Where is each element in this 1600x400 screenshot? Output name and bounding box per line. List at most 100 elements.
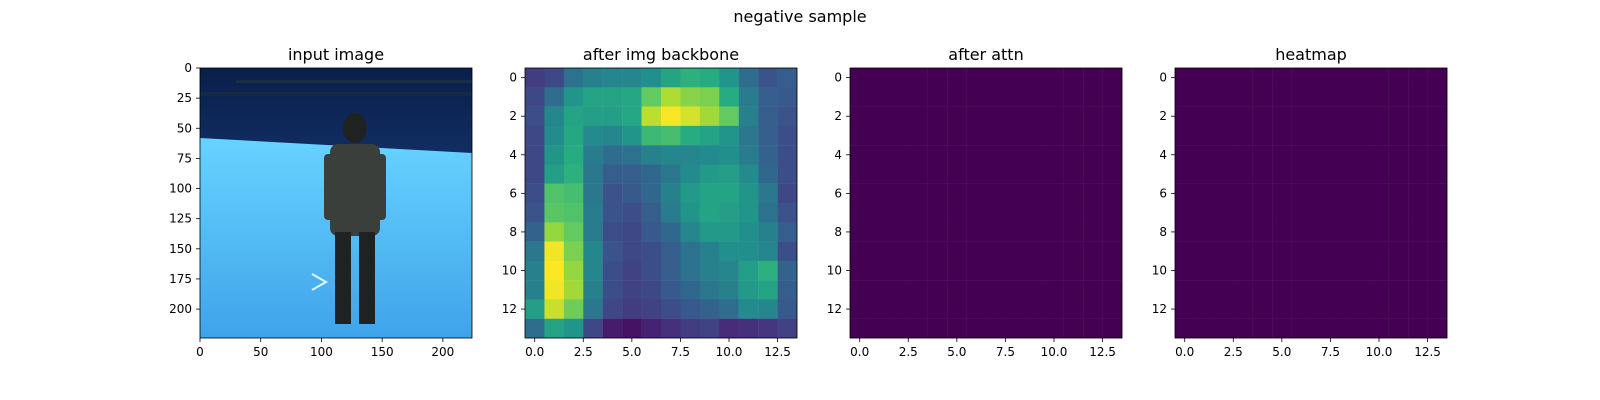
- heatmap-cell: [583, 183, 603, 204]
- heatmap-cell: [1349, 125, 1370, 146]
- heatmap-cell: [850, 183, 870, 204]
- heatmap-cell: [641, 145, 662, 165]
- heatmap-cell: [525, 106, 545, 127]
- heatmap-cell: [699, 203, 720, 223]
- heatmap-cell: [908, 183, 928, 204]
- panel-title: input image: [288, 45, 384, 64]
- heatmap-cell: [1102, 106, 1123, 127]
- heatmap-cell: [583, 241, 603, 262]
- y-tick-label: 8: [834, 225, 842, 239]
- heatmap-cell: [1044, 203, 1064, 223]
- heatmap-cell: [583, 145, 603, 165]
- heatmap-cell: [869, 280, 890, 300]
- heatmap-cell: [680, 318, 701, 339]
- y-tick-label: 12: [502, 302, 517, 316]
- heatmap-cell: [1194, 203, 1215, 223]
- heatmap-cell: [869, 203, 890, 223]
- heatmap-cell: [583, 299, 603, 319]
- x-tick-label: 200: [431, 345, 454, 359]
- heatmap-cell: [1408, 183, 1428, 204]
- heatmap-cell: [1233, 183, 1253, 204]
- heatmap-cell: [583, 280, 603, 300]
- heatmap-cell: [1044, 222, 1064, 242]
- heatmap-cell: [966, 241, 987, 262]
- heatmap-cell: [1272, 145, 1292, 165]
- heatmap-cell: [888, 299, 909, 319]
- heatmap-cell: [1252, 260, 1273, 281]
- image-person-head: [343, 113, 367, 143]
- heatmap-cell: [1369, 203, 1389, 223]
- heatmap-cell: [1330, 87, 1351, 107]
- heatmap-cell: [1194, 280, 1215, 300]
- heatmap-cell: [1063, 280, 1084, 300]
- heatmap-cell: [1272, 87, 1292, 107]
- x-tick-label: 0.0: [1175, 345, 1194, 359]
- y-tick-label: 8: [509, 225, 517, 239]
- heatmap-cell: [1005, 164, 1026, 184]
- y-tick-label: 75: [177, 151, 192, 165]
- heatmap-cell: [680, 87, 701, 107]
- heatmap-cell: [738, 222, 759, 242]
- heatmap-cell: [544, 203, 565, 223]
- heatmap-cell: [777, 222, 798, 242]
- x-tick-label: 150: [371, 345, 394, 359]
- heatmap-cell: [602, 318, 623, 339]
- heatmap-cell: [1252, 183, 1273, 204]
- heatmap-cell: [1194, 299, 1215, 319]
- heatmap-cell: [1252, 68, 1273, 88]
- heatmap-cell: [1044, 183, 1064, 204]
- heatmap-cells: [850, 68, 1123, 339]
- heatmap-cell: [622, 260, 642, 281]
- heatmap-cell: [1291, 203, 1312, 223]
- heatmap-cell: [1427, 203, 1448, 223]
- heatmap-cell: [1388, 68, 1409, 88]
- heatmap-cell: [1213, 106, 1234, 127]
- heatmap-cell: [1005, 183, 1026, 204]
- heatmap-cell: [1175, 318, 1195, 339]
- heatmap-cell: [947, 125, 967, 146]
- heatmap-cell: [1369, 280, 1389, 300]
- heatmap-cell: [525, 222, 545, 242]
- heatmap-cell: [850, 68, 870, 88]
- heatmap-cell: [719, 241, 739, 262]
- heatmap-cell: [966, 318, 987, 339]
- heatmap-cell: [661, 222, 681, 242]
- heatmap-cell: [1175, 87, 1195, 107]
- heatmap-cell: [1291, 68, 1312, 88]
- heatmap-cell: [699, 164, 720, 184]
- heatmap-cell: [1349, 260, 1370, 281]
- heatmap-cell: [1311, 241, 1331, 262]
- heatmap-cell: [1213, 87, 1234, 107]
- heatmap-cell: [1369, 68, 1389, 88]
- x-tick-label: 10.0: [716, 345, 743, 359]
- heatmap-cell: [947, 241, 967, 262]
- heatmap-cell: [1213, 222, 1234, 242]
- heatmap-cell: [563, 241, 584, 262]
- heatmap-cell: [1252, 318, 1273, 339]
- heatmap-cell: [1408, 260, 1428, 281]
- heatmap-cell: [1044, 280, 1064, 300]
- heatmap-cell: [563, 145, 584, 165]
- heatmap-cell: [544, 280, 565, 300]
- heatmap-cell: [908, 87, 928, 107]
- heatmap-cell: [1194, 164, 1215, 184]
- y-tick-label: 10: [502, 264, 517, 278]
- heatmap-cell: [986, 125, 1006, 146]
- heatmap-cell: [850, 260, 870, 281]
- heatmap-cell: [1213, 260, 1234, 281]
- heatmap-cell: [602, 203, 623, 223]
- heatmap-cell: [680, 183, 701, 204]
- heatmap-cell: [1272, 203, 1292, 223]
- heatmap-cell: [1408, 145, 1428, 165]
- heatmap-cell: [1233, 318, 1253, 339]
- heatmap-cell: [927, 260, 948, 281]
- heatmap-cell: [525, 260, 545, 281]
- heatmap-cell: [1311, 222, 1331, 242]
- heatmap-cell: [544, 125, 565, 146]
- heatmap-cell: [1330, 68, 1351, 88]
- heatmap-cell: [758, 125, 778, 146]
- image-person-torso: [330, 144, 380, 236]
- heatmap-cell: [966, 280, 987, 300]
- heatmap-cell: [544, 318, 565, 339]
- heatmap-cell: [1388, 106, 1409, 127]
